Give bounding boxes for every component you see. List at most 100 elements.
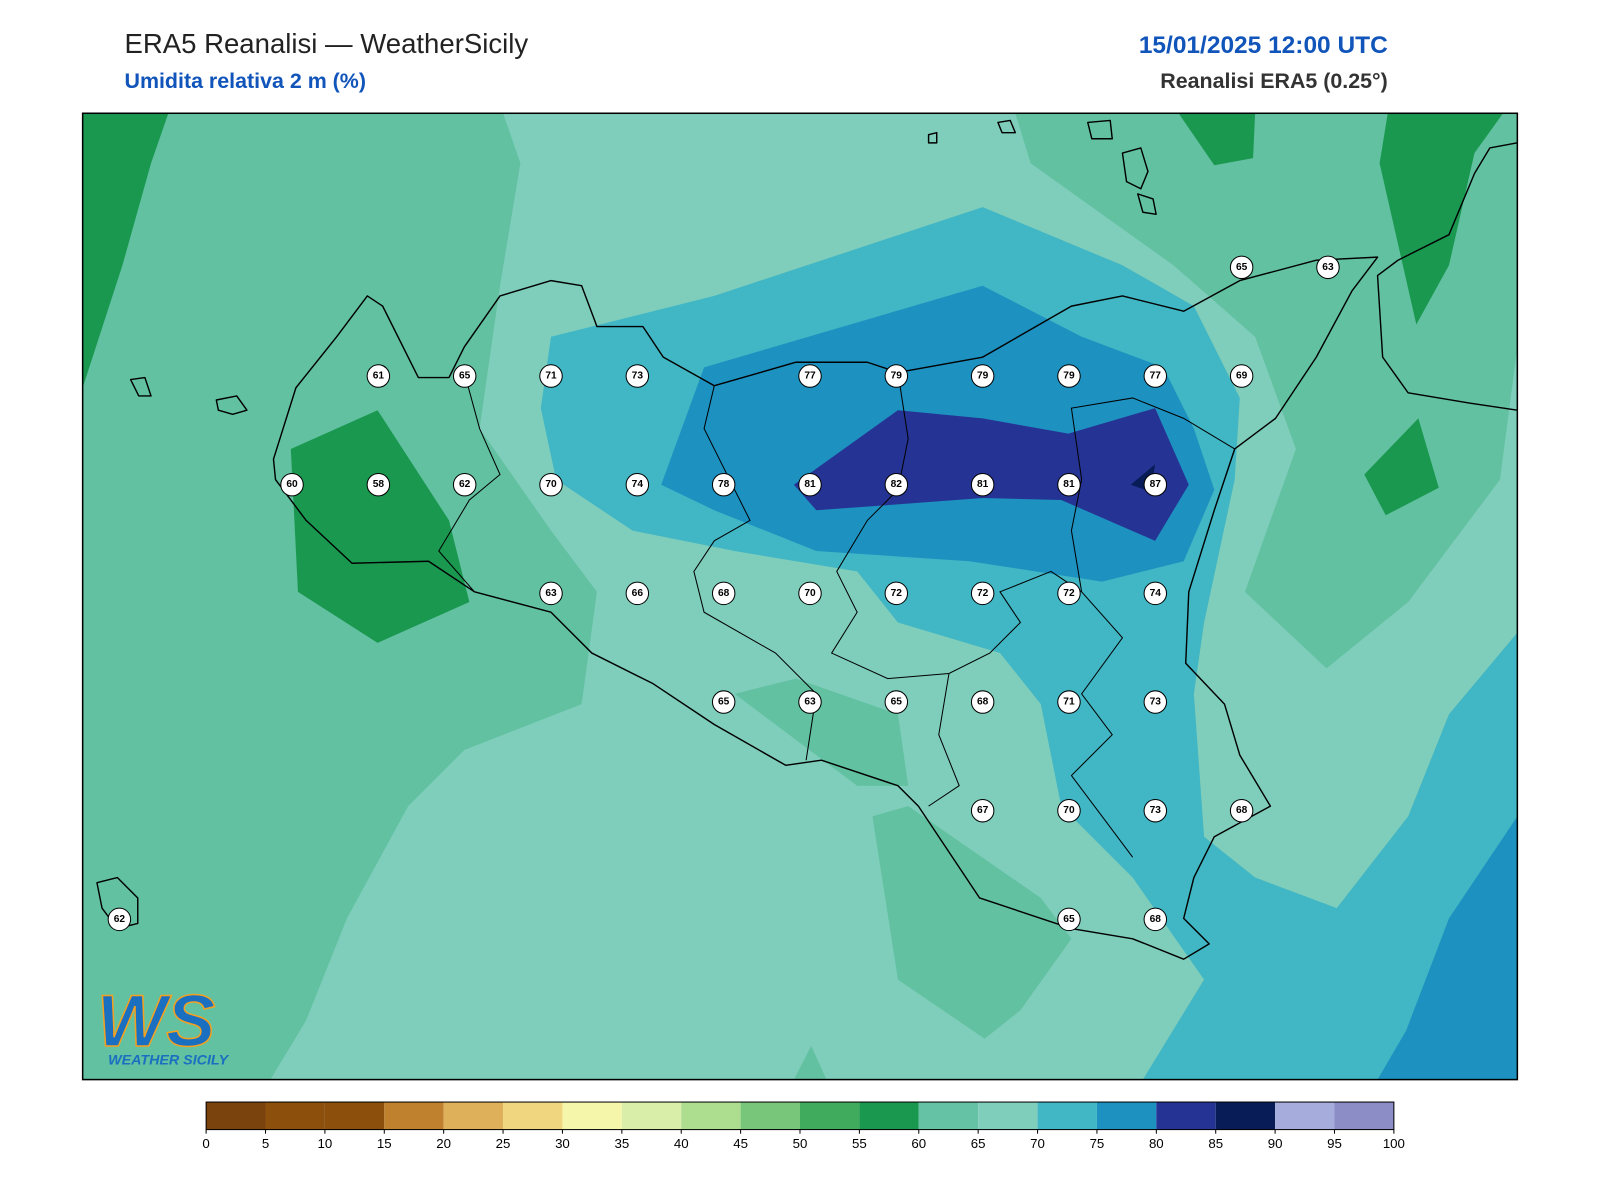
- colorbar-segment: [206, 1102, 266, 1130]
- contour-55-60: [290, 410, 470, 643]
- station-value: 78: [718, 479, 730, 490]
- station-marker: [1057, 690, 1081, 714]
- station-marker: [1229, 798, 1254, 823]
- station-value: 82: [891, 479, 903, 490]
- station-marker: [539, 364, 563, 388]
- station-value: 81: [977, 479, 989, 490]
- province-border: [438, 372, 501, 593]
- station-value: 77: [804, 371, 816, 382]
- station-value: 68: [1236, 805, 1248, 816]
- subtitle: Umidita relativa 2 m (%): [124, 69, 366, 93]
- island: [1137, 193, 1157, 215]
- station-value: 62: [459, 479, 471, 490]
- contour-75-80: [1377, 816, 1518, 1080]
- station-marker: [798, 472, 822, 497]
- station-value: 66: [632, 588, 644, 599]
- station-value: 74: [1150, 588, 1162, 599]
- station-marker: [970, 472, 995, 497]
- colorbar-tick-label: 20: [436, 1136, 451, 1151]
- station-marker: [625, 581, 650, 606]
- colorbar-segment: [859, 1102, 919, 1130]
- station-value: 65: [1236, 262, 1248, 273]
- station-marker: [452, 364, 477, 388]
- contour-fill: [82, 113, 1518, 1080]
- colorbar-segment: [978, 1102, 1038, 1130]
- colorbar-tick-label: 5: [262, 1136, 269, 1151]
- station-value: 79: [1063, 371, 1075, 382]
- station-marker: [1143, 472, 1168, 497]
- coastline: [1376, 142, 1518, 411]
- contour-80-85: [793, 408, 1189, 541]
- station-marker: [625, 472, 650, 497]
- colorbar-tick-label: 100: [1383, 1136, 1405, 1151]
- station-value: 72: [891, 588, 903, 599]
- station-value: 71: [545, 371, 557, 382]
- colorbar-tick-label: 45: [733, 1136, 748, 1151]
- station-marker: [1229, 255, 1254, 280]
- contour-60-65: [1015, 113, 1518, 669]
- station-marker: [798, 690, 822, 714]
- station-value: 71: [1063, 697, 1075, 708]
- colorbar-tick-label: 10: [318, 1136, 333, 1151]
- colorbar-segment: [1156, 1102, 1216, 1130]
- station-value: 73: [1150, 805, 1162, 816]
- station-value: 68: [977, 697, 989, 708]
- station-value: 61: [373, 371, 385, 382]
- station-value: 68: [1150, 914, 1162, 925]
- colorbar-tick-label: 35: [614, 1136, 629, 1151]
- contour-55-60: [82, 113, 169, 388]
- island: [927, 131, 938, 144]
- colorbar-tick-label: 85: [1208, 1136, 1223, 1151]
- station-marker: [1143, 364, 1168, 388]
- colorbar-tick-label: 75: [1090, 1136, 1105, 1151]
- colorbar-tick-label: 65: [971, 1136, 986, 1151]
- province-border: [1070, 397, 1235, 592]
- station-value: 70: [1063, 805, 1075, 816]
- station-value: 73: [632, 371, 644, 382]
- contour-55-60: [1379, 113, 1504, 325]
- station-marker: [1057, 581, 1081, 606]
- station-marker: [1143, 798, 1168, 823]
- station-marker: [1229, 364, 1254, 388]
- island: [129, 376, 152, 397]
- source: Reanalisi ERA5 (0.25°): [1160, 69, 1387, 93]
- station-marker: [539, 472, 563, 497]
- station-value: 65: [718, 697, 730, 708]
- station-marker: [107, 907, 132, 932]
- island: [96, 876, 139, 930]
- province-border: [1070, 591, 1134, 858]
- contour-60-65: [734, 678, 909, 786]
- station-marker: [1316, 255, 1340, 280]
- station-marker: [280, 472, 304, 497]
- station-marker: [625, 364, 650, 388]
- colorbar-segment: [443, 1102, 504, 1130]
- station-marker: [1057, 472, 1081, 497]
- island: [1121, 147, 1149, 190]
- contour-60-65: [793, 1045, 827, 1080]
- station-marker: [884, 581, 909, 606]
- station-marker: [366, 364, 391, 388]
- station-value: 73: [1150, 697, 1162, 708]
- station-value: 77: [1150, 371, 1162, 382]
- logo-mark: WS: [97, 979, 215, 1062]
- station-marker: [1143, 690, 1168, 714]
- colorbar-tick-label: 80: [1149, 1136, 1164, 1151]
- station-value: 63: [1322, 262, 1334, 273]
- title: ERA5 Reanalisi — WeatherSicily: [124, 28, 528, 59]
- station-value: 72: [977, 588, 989, 599]
- colorbar-tick-label: 40: [674, 1136, 689, 1151]
- station-value: 87: [1150, 479, 1162, 490]
- contour-60-65: [872, 806, 1072, 1039]
- colorbar-segment: [1096, 1102, 1157, 1130]
- colorbar-segment: [1275, 1102, 1335, 1130]
- station-marker: [970, 690, 995, 714]
- map-frame: [81, 112, 1519, 1081]
- colorbar: 0 5 10 15 20 25 30 35 40 45 50 55 60 65 70 75 80 85 90 95 10…: [202, 1101, 1405, 1151]
- station-marker: [798, 364, 822, 388]
- logo-text: WEATHER SICILY: [108, 1052, 229, 1068]
- datetime: 15/01/2025 12:00 UTC: [1139, 32, 1388, 59]
- station-marker: [452, 472, 477, 497]
- station-value: 70: [545, 479, 557, 490]
- colorbar-segment: [1215, 1102, 1276, 1130]
